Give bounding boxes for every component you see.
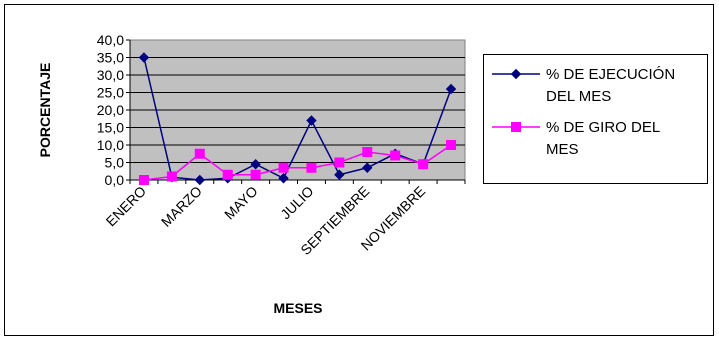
data-point-marker [250,169,261,180]
y-tick-label: 15,0 [97,120,124,136]
legend-label: % DE EJECUCIÓN [546,66,675,83]
data-point-marker [194,148,205,159]
data-point-marker [511,122,521,132]
data-point-marker [510,68,522,80]
y-tick-label: 30,0 [97,67,124,83]
series-layer [138,52,457,186]
y-axis-ticks: 0,05,0 10,015,0 20,025,0 30,035,0 40,0 [97,32,131,188]
legend-label: MES [546,141,579,158]
legend-item-1: % DE EJECUCIÓN DEL MES [492,66,675,105]
data-point-marker [166,171,177,182]
data-point-marker [445,83,457,95]
data-point-marker [278,162,289,173]
series-2 [138,140,457,185]
data-point-marker [138,52,150,63]
y-tick-label: 40,0 [97,32,124,48]
data-point-marker [138,175,149,185]
y-axis-label: PORCENTAJE [37,63,53,158]
data-point-marker [418,159,429,170]
y-tick-label: 0,0 [105,172,125,188]
data-point-marker [194,174,205,186]
data-point-marker [446,140,457,150]
data-point-marker [306,115,317,126]
data-point-marker [222,169,233,180]
y-tick-label: 25,0 [97,85,124,101]
grid-lines [130,57,465,163]
data-point-marker [362,162,373,173]
legend-label: DEL MES [546,88,611,105]
data-point-marker [250,159,261,170]
data-point-marker [390,150,401,161]
data-point-marker [362,147,373,157]
legend-label: % DE GIRO DEL [546,119,660,136]
x-axis-label: MESES [273,300,322,316]
legend-box [483,54,708,184]
y-tick-label: 5,0 [105,155,125,171]
data-point-marker [334,157,345,168]
data-point-marker [306,162,317,173]
y-tick-label: 10,0 [97,137,124,153]
y-tick-label: 20,0 [97,102,124,118]
data-point-marker [278,173,289,184]
legend-item-2: % DE GIRO DEL MES [492,119,660,158]
data-point-marker [334,169,345,180]
y-tick-label: 35,0 [97,50,124,66]
legend: % DE EJECUCIÓN DEL MES % DE GIRO DEL MES [492,66,675,158]
